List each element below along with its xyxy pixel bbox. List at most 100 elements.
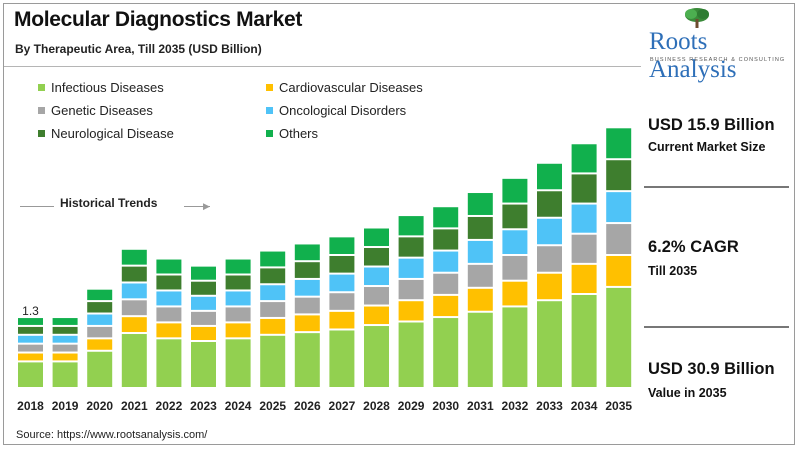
legend-swatch [266,107,273,114]
stat-divider [644,186,789,188]
bar-segment [329,311,355,329]
legend-swatch [38,84,45,91]
bar-segment [191,296,216,310]
bar-segment [294,315,320,332]
bar-segment [502,230,528,254]
historical-line-left [20,206,54,207]
x-tick-label: 2021 [121,399,148,413]
x-tick-label: 2031 [467,399,494,413]
bar-segment [433,207,459,228]
x-tick-label: 2022 [156,399,183,413]
bar-segment [398,279,424,300]
x-tick-label: 2025 [259,399,286,413]
bar-segment [467,312,493,387]
bar-segment [467,288,493,311]
bar-segment [467,216,493,239]
stacked-bar-chart: 2018 1.3 2019 2020 2021 2022 2023 2024 2025 2026 2… [17,128,632,413]
bar-segment [87,314,113,325]
historical-line-right [184,206,210,207]
bar-segment [52,353,78,361]
bar-segment [364,287,389,305]
x-tick-label: 2027 [329,399,356,413]
bar-segment [502,204,528,229]
x-tick-label: 2035 [605,399,632,413]
legend-label: Infectious Diseases [51,80,164,95]
bar-segment [52,344,78,352]
bar-segment [537,191,562,217]
legend-label: Oncological Disorders [279,103,407,118]
bar-segment [52,335,78,343]
bar-segment [467,264,493,287]
bar-segment [571,264,597,294]
legend-label: Cardiovascular Diseases [279,80,423,95]
stat-2035-value: USD 30.9 Billion [648,360,775,378]
bar-segment [87,326,113,338]
bar-segment [398,301,424,321]
bar-segment [364,267,389,286]
bar-segment [121,334,147,387]
bar-segment [225,259,251,274]
bar-segment [502,255,528,280]
legend-swatch [38,130,45,137]
x-tick-label: 2033 [536,399,563,413]
x-tick-label: 2032 [502,399,529,413]
bar-segment [329,274,355,292]
stat-2035-label: Value in 2035 [648,386,727,400]
legend-label: Genetic Diseases [51,103,153,118]
legend-item-others: Others [266,126,318,141]
bar-segment [225,339,251,387]
chart-title: Molecular Diagnostics Market [14,8,303,31]
bar-segment [364,306,389,325]
bar-segment [294,297,320,314]
logo-tagline: BUSINESS RESEARCH & CONSULTING [650,57,786,63]
x-tick-label: 2034 [571,399,598,413]
bar-segment [87,289,113,301]
bar-segment [52,326,78,334]
bar-segment [329,330,355,387]
bar-segment [571,144,597,173]
x-tick-label: 2028 [363,399,390,413]
bar-segment [18,353,43,361]
bar-segment [260,285,286,301]
bar-segment [537,218,562,245]
historical-trends-label: Historical Trends [60,196,158,210]
stat-current-label: Current Market Size [648,140,766,154]
x-tick-label: 2020 [86,399,113,413]
bar-segment [156,323,182,338]
chart-subtitle: By Therapeutic Area, Till 2035 (USD Bill… [15,42,262,56]
bar-segment [18,326,43,334]
bar-segment [502,178,528,203]
bar-segment [87,339,113,350]
bar-segment [260,302,286,317]
bar-segment [294,244,320,261]
x-tick-label: 2029 [398,399,425,413]
bar-segment [225,307,251,322]
source-note: Source: https://www.rootsanalysis.com/ [16,429,208,441]
bar-segment [398,322,424,387]
bar-segment [537,301,562,387]
bar-segment [18,335,43,343]
bar-segment [52,362,78,387]
bar-segment [467,193,493,215]
bar-segment [294,333,320,387]
bar-segment [191,311,216,325]
bar-segment [433,295,459,317]
bar-segment [433,273,459,294]
bar-segment [191,342,216,387]
bar-segment [433,229,459,250]
historical-arrow-icon: ▶ [203,201,210,211]
legend-swatch [266,130,273,137]
bar-segment [329,255,355,273]
bar-segment [260,318,286,334]
bar-segment [156,291,182,306]
x-tick-label: 2026 [294,399,321,413]
chart-frame: Molecular Diagnostics Market By Therapeu… [3,3,795,445]
bar-segment [191,266,216,280]
bar-segment [537,246,562,272]
bar-segment [121,283,147,299]
stat-current-value: USD 15.9 Billion [648,116,775,134]
bar-segment [260,335,286,387]
legend-item-oncological: Oncological Disorders [266,103,406,118]
bar-segment [606,192,632,223]
bar-segment [156,259,182,274]
